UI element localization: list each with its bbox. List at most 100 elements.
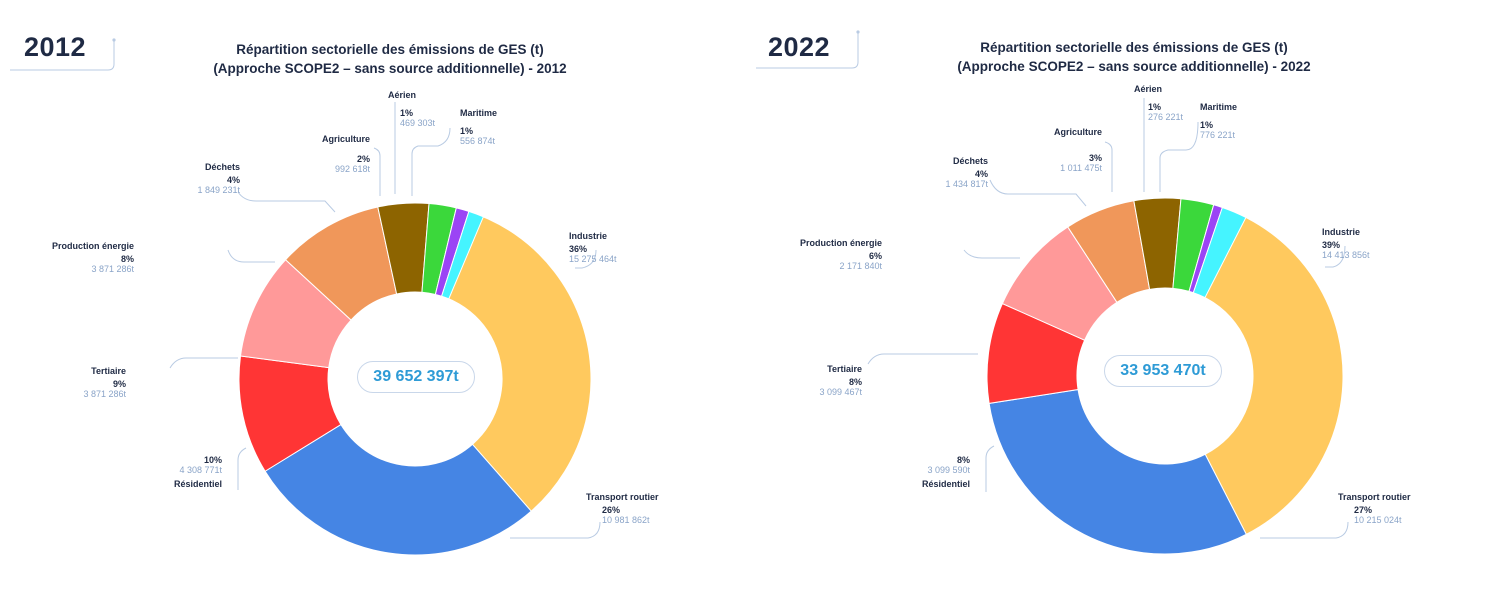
total-badge: 33 953 470t (1104, 355, 1222, 387)
chart-panel-2012: 2012 Répartition sectorielle des émissio… (10, 32, 659, 556)
label-percent: 9% (112, 379, 126, 389)
label-transport-routier: Transport routier 27% 10 215 024t (1338, 492, 1411, 525)
label-value: 776 221t (1200, 130, 1236, 140)
label-industrie: Industrie 39% 14 413 856t (1322, 227, 1370, 260)
label-name: Résidentiel (921, 479, 970, 489)
label-maritime: Maritime 1% 556 874t (452, 108, 497, 146)
label-value: 10 981 862t (602, 515, 650, 525)
chart-title: Répartition sectorielle des émissions de… (180, 40, 600, 78)
leader-transport (1260, 521, 1349, 539)
leader-dechets (989, 179, 1087, 207)
label-aerien: Aérien 1% 469 303t (388, 90, 435, 128)
leader-dechets (237, 191, 336, 213)
label-value: 10 215 024t (1354, 515, 1402, 525)
slice-maritime (440, 210, 485, 300)
slice-industrie (414, 202, 592, 512)
label-tertiaire: Tertiaire 8% 3 099 467t (800, 364, 862, 397)
label-residentiel: 10% 4 308 771t Résidentiel (160, 455, 222, 489)
label-name: Production énergie (799, 238, 882, 248)
label-name: Aérien (388, 90, 417, 100)
label-production-energie: Production énergie 8% 3 871 286t (40, 241, 134, 274)
label-percent: 3% (1088, 153, 1102, 163)
label-production-energie: Production énergie 6% 2 171 840t (786, 238, 882, 271)
label-percent: 2% (356, 154, 370, 164)
label-name: Déchets (204, 162, 240, 172)
label-value: 2 171 840t (839, 261, 882, 271)
label-percent: 4% (226, 175, 240, 185)
leader-maritime (411, 127, 451, 196)
label-name: Résidentiel (173, 479, 222, 489)
label-percent: 26% (602, 505, 621, 515)
label-dechets: Déchets 4% 1 849 231t (180, 162, 240, 195)
label-residentiel: 8% 3 099 590t Résidentiel (912, 455, 970, 489)
chart-title: Répartition sectorielle des émissions de… (924, 38, 1344, 76)
label-percent: 39% (1322, 240, 1341, 250)
label-value: 1 849 231t (197, 185, 240, 195)
chart-panel-2022: 2022 Répartition sectorielle des émissio… (750, 0, 1500, 610)
label-name: Déchets (952, 156, 988, 166)
leader-production (963, 249, 1020, 259)
chart-title-line: Répartition sectorielle des émissions de… (980, 40, 1288, 55)
label-name: Tertiaire (827, 364, 862, 374)
label-value: 14 413 856t (1322, 250, 1370, 260)
leader-industrie (575, 249, 597, 269)
label-percent: 6% (868, 251, 882, 261)
leader-agriculture (373, 147, 381, 196)
label-name: Production énergie (51, 241, 134, 251)
chart-subtitle-line: (Approche SCOPE2 – sans source additionn… (957, 59, 1311, 74)
donut-chart (867, 98, 1349, 555)
label-agriculture: Agriculture 3% 1 011 475t (1032, 127, 1102, 173)
slice-maritime (1192, 206, 1247, 299)
label-percent: 10% (203, 455, 222, 465)
label-name: Tertiaire (91, 366, 126, 376)
label-name: Transport routier (1338, 492, 1411, 502)
label-value: 15 275 464t (569, 254, 617, 264)
label-industrie: Industrie 36% 15 275 464t (569, 231, 617, 264)
label-percent: 8% (848, 377, 862, 387)
label-name: Agriculture (321, 134, 370, 144)
label-percent: 1% (460, 126, 474, 136)
chart-subtitle-line: (Approche SCOPE2 – sans source additionn… (213, 61, 567, 76)
label-percent: 4% (974, 169, 988, 179)
label-value: 1 434 817t (945, 179, 988, 189)
label-value: 3 871 286t (91, 264, 134, 274)
label-percent: 27% (1354, 505, 1373, 515)
leader-industrie (1325, 245, 1346, 268)
leader-tertiaire (169, 357, 238, 369)
slice-transport-routier (264, 423, 532, 556)
label-name: Industrie (569, 231, 608, 241)
leader-tertiaire (867, 353, 978, 365)
label-value: 4 308 771t (179, 465, 222, 475)
label-value: 276 221t (1148, 112, 1184, 122)
label-maritime: Maritime 1% 776 221t (1196, 102, 1237, 140)
label-percent: 1% (1148, 102, 1162, 112)
label-transport-routier: Transport routier 26% 10 981 862t (586, 492, 659, 525)
label-name: Aérien (1134, 84, 1163, 94)
leader-residentiel (985, 445, 995, 492)
leader-maritime (1159, 121, 1199, 192)
label-value: 3 099 590t (927, 465, 970, 475)
label-agriculture: Agriculture 2% 992 618t (310, 134, 370, 174)
label-value: 469 303t (400, 118, 436, 128)
label-tertiaire: Tertiaire 9% 3 871 286t (60, 366, 126, 399)
leader-transport (510, 521, 601, 539)
label-name: Transport routier (586, 492, 659, 502)
label-percent: 36% (569, 244, 588, 254)
leader-agriculture (1104, 141, 1113, 192)
label-percent: 8% (956, 455, 970, 465)
label-name: Agriculture (1053, 127, 1102, 137)
label-percent: 8% (120, 254, 134, 264)
label-value: 3 099 467t (819, 387, 862, 397)
label-percent: 1% (400, 108, 414, 118)
label-value: 992 618t (334, 164, 370, 174)
donut-chart (169, 102, 601, 556)
label-percent: 1% (1200, 120, 1214, 130)
label-value: 556 874t (460, 136, 496, 146)
label-name: Maritime (460, 108, 498, 118)
leader-residentiel (237, 447, 247, 490)
label-dechets: Déchets 4% 1 434 817t (932, 156, 988, 189)
chart-title-line: Répartition sectorielle des émissions de… (236, 42, 544, 57)
label-name: Industrie (1322, 227, 1361, 237)
label-value: 3 871 286t (83, 389, 126, 399)
total-badge: 39 652 397t (357, 361, 475, 393)
